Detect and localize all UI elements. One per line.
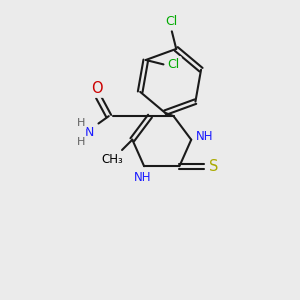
Text: NH: NH [134, 171, 152, 184]
Text: Cl: Cl [168, 58, 180, 71]
Text: Cl: Cl [166, 15, 178, 28]
Text: CH₃: CH₃ [102, 153, 124, 166]
Text: O: O [91, 81, 103, 96]
Text: N: N [85, 126, 94, 139]
Text: H: H [76, 118, 85, 128]
Text: H: H [76, 137, 85, 147]
Text: S: S [208, 159, 218, 174]
Text: NH: NH [196, 130, 213, 143]
